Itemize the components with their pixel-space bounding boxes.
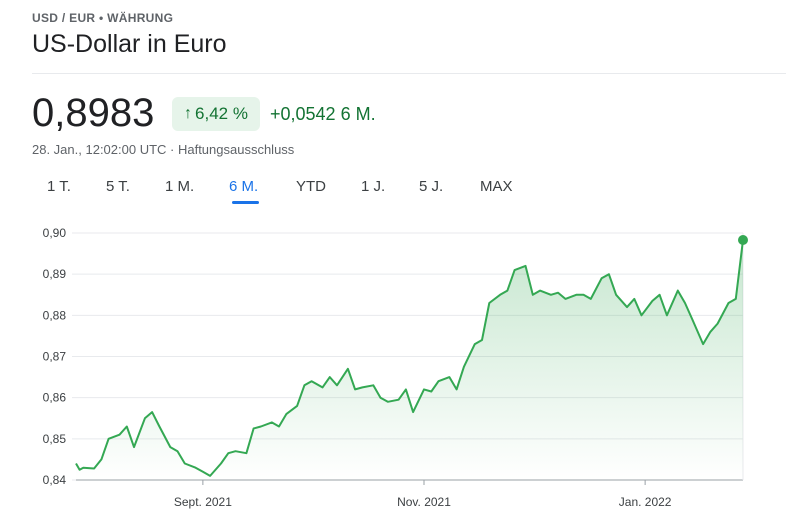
tab-1d[interactable]: 1 T.	[47, 178, 71, 195]
tab-1m[interactable]: 1 M.	[165, 178, 195, 195]
x-tick-label: Jan. 2022	[619, 495, 672, 509]
y-tick-label: 0,89	[43, 267, 67, 281]
price-chart[interactable]: 0,90 0,89 0,88 0,87 0,86 0,85 0,84 Sept. 2021 No…	[0, 218, 786, 518]
tab-5y[interactable]: 5 J.	[419, 178, 444, 195]
tab-6m[interactable]: 6 M.	[229, 178, 259, 195]
timestamp: 28. Jan., 12:02:00 UTC · Haftungsausschl…	[32, 142, 295, 157]
area-fill	[76, 240, 743, 480]
x-tick-label: Sept. 2021	[174, 495, 232, 509]
y-tick-label: 0,85	[43, 432, 67, 446]
tab-5d[interactable]: 5 T.	[106, 178, 130, 195]
price-line	[75, 239, 744, 477]
latest-price-dot	[738, 234, 748, 245]
x-tick-label: Nov. 2021	[397, 495, 451, 509]
active-tab-underline	[232, 201, 259, 204]
change-percent-badge: ↑ 6,42 %	[172, 97, 260, 131]
breadcrumb: USD / EUR • WÄHRUNG	[32, 11, 174, 25]
arrow-up-icon: ↑	[184, 105, 193, 122]
header-divider	[32, 73, 786, 74]
change-percent: 6,42 %	[195, 104, 248, 123]
y-tick-label: 0,86	[43, 391, 67, 405]
tab-max[interactable]: MAX	[480, 178, 513, 195]
change-absolute: +0,0542 6 M.	[270, 104, 376, 124]
y-tick-label: 0,90	[43, 226, 67, 240]
current-price: 0,8983	[32, 91, 155, 135]
page-title: US-Dollar in Euro	[32, 30, 227, 58]
y-tick-label: 0,88	[43, 308, 67, 322]
y-tick-label: 0,84	[43, 473, 67, 487]
tab-1y[interactable]: 1 J.	[361, 178, 386, 195]
y-tick-label: 0,87	[43, 350, 67, 364]
tab-ytd[interactable]: YTD	[296, 178, 326, 195]
